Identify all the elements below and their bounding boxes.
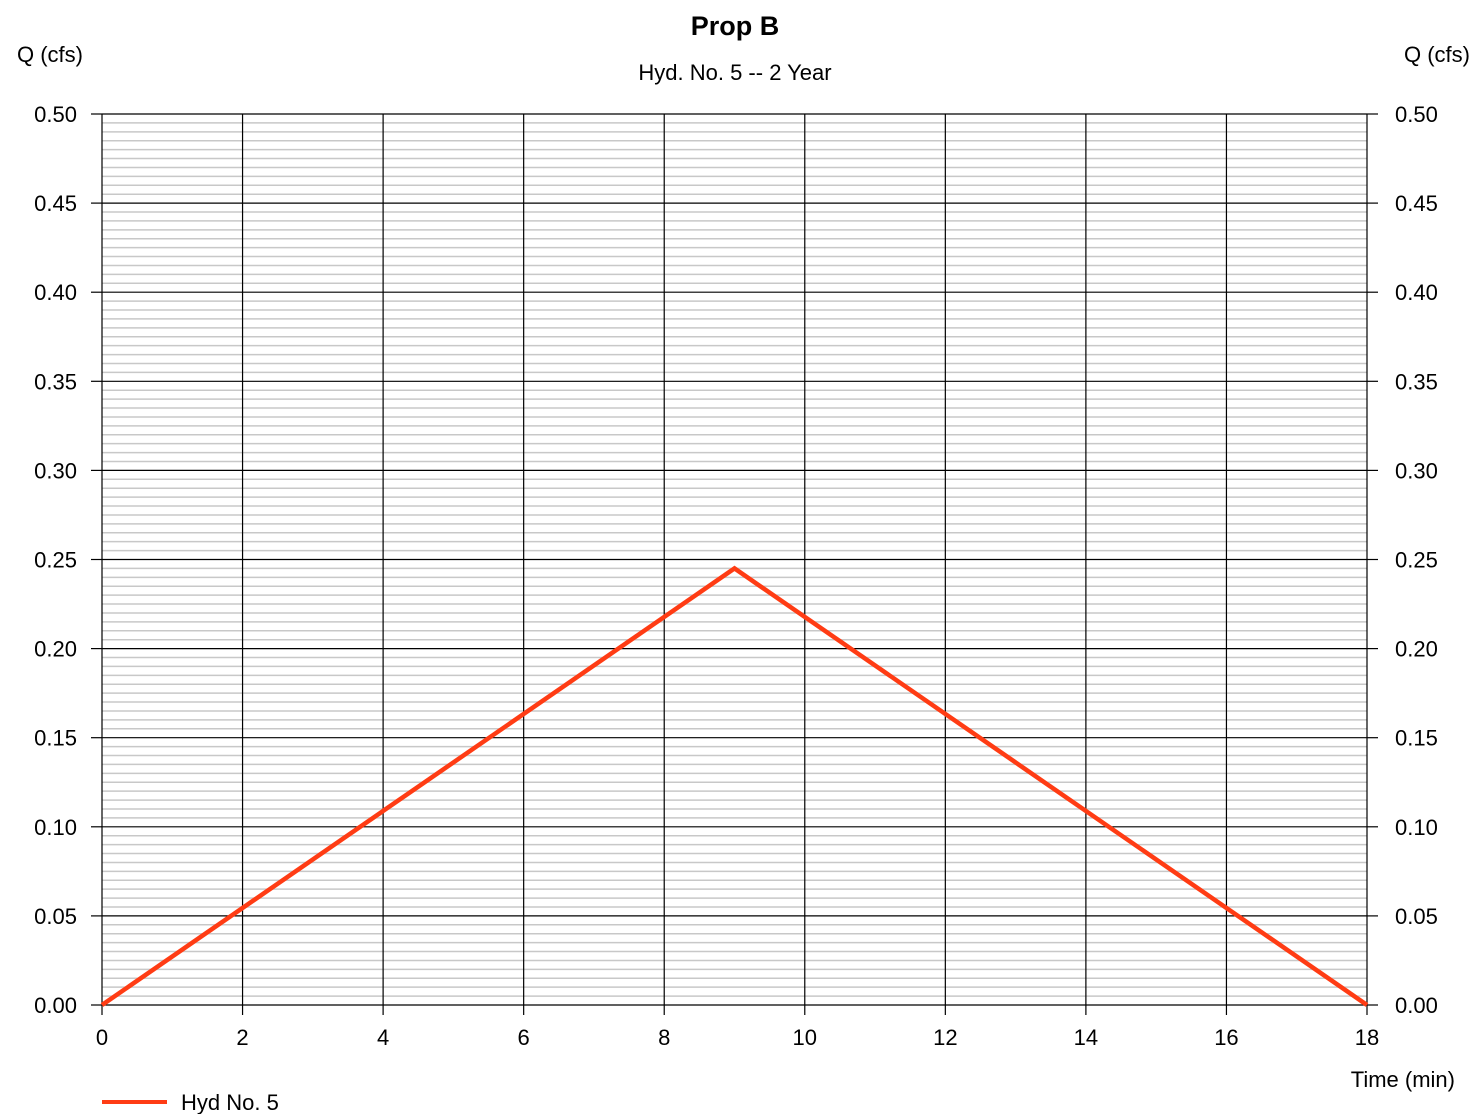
y-tick-label-right: 0.25 <box>1395 548 1438 573</box>
series-line-hyd-no-5 <box>100 565 1369 1007</box>
y-tick-label-left: 0.45 <box>34 191 77 216</box>
y-axis-label-left: Q (cfs) <box>17 42 83 67</box>
chart-title: Prop B <box>691 11 780 41</box>
tick-labels: 0.00 0.00 0.05 0.05 0.10 0.10 0.15 0.15 0.20 0.20… <box>34 102 1438 1050</box>
y-axis-label-right: Q (cfs) <box>1404 42 1470 67</box>
axis-ticks <box>91 113 1378 1015</box>
y-tick-label-left: 0.50 <box>34 102 77 127</box>
x-axis-label: Time (min) <box>1351 1067 1455 1092</box>
y-tick-label-right: 0.15 <box>1395 726 1438 751</box>
y-tick-label-left: 0.00 <box>34 993 77 1018</box>
x-tick-label: 0 <box>96 1025 108 1050</box>
x-tick-label: 12 <box>933 1025 957 1050</box>
y-tick-label-right: 0.30 <box>1395 458 1438 483</box>
y-tick-label-right: 0.50 <box>1395 102 1438 127</box>
y-tick-label-left: 0.05 <box>34 904 77 929</box>
y-tick-label-right: 0.40 <box>1395 280 1438 305</box>
y-tick-label-left: 0.35 <box>34 369 77 394</box>
y-tick-label-left: 0.20 <box>34 637 77 662</box>
y-tick-label-left: 0.10 <box>34 815 77 840</box>
y-tick-label-left: 0.15 <box>34 726 77 751</box>
x-tick-label: 14 <box>1074 1025 1098 1050</box>
y-tick-label-right: 0.45 <box>1395 191 1438 216</box>
x-tick-label: 8 <box>658 1025 670 1050</box>
major-gridlines <box>101 113 1368 1006</box>
y-tick-label-right: 0.35 <box>1395 369 1438 394</box>
x-tick-label: 16 <box>1214 1025 1238 1050</box>
y-tick-label-left: 0.25 <box>34 548 77 573</box>
series-layer <box>100 565 1369 1007</box>
y-tick-label-left: 0.40 <box>34 280 77 305</box>
legend-label: Hyd No. 5 <box>181 1090 279 1114</box>
y-tick-label-right: 0.20 <box>1395 637 1438 662</box>
y-tick-label-right: 0.10 <box>1395 815 1438 840</box>
y-tick-label-right: 0.00 <box>1395 993 1438 1018</box>
x-tick-label: 6 <box>518 1025 530 1050</box>
x-tick-label: 2 <box>236 1025 248 1050</box>
x-tick-label: 4 <box>377 1025 389 1050</box>
y-tick-label-right: 0.05 <box>1395 904 1438 929</box>
minor-gridlines <box>102 122 1367 997</box>
legend: Hyd No. 5 <box>102 1090 279 1114</box>
x-tick-label: 18 <box>1355 1025 1379 1050</box>
y-tick-label-left: 0.30 <box>34 458 77 483</box>
chart-subtitle: Hyd. No. 5 -- 2 Year <box>638 60 831 85</box>
x-tick-label: 10 <box>793 1025 817 1050</box>
